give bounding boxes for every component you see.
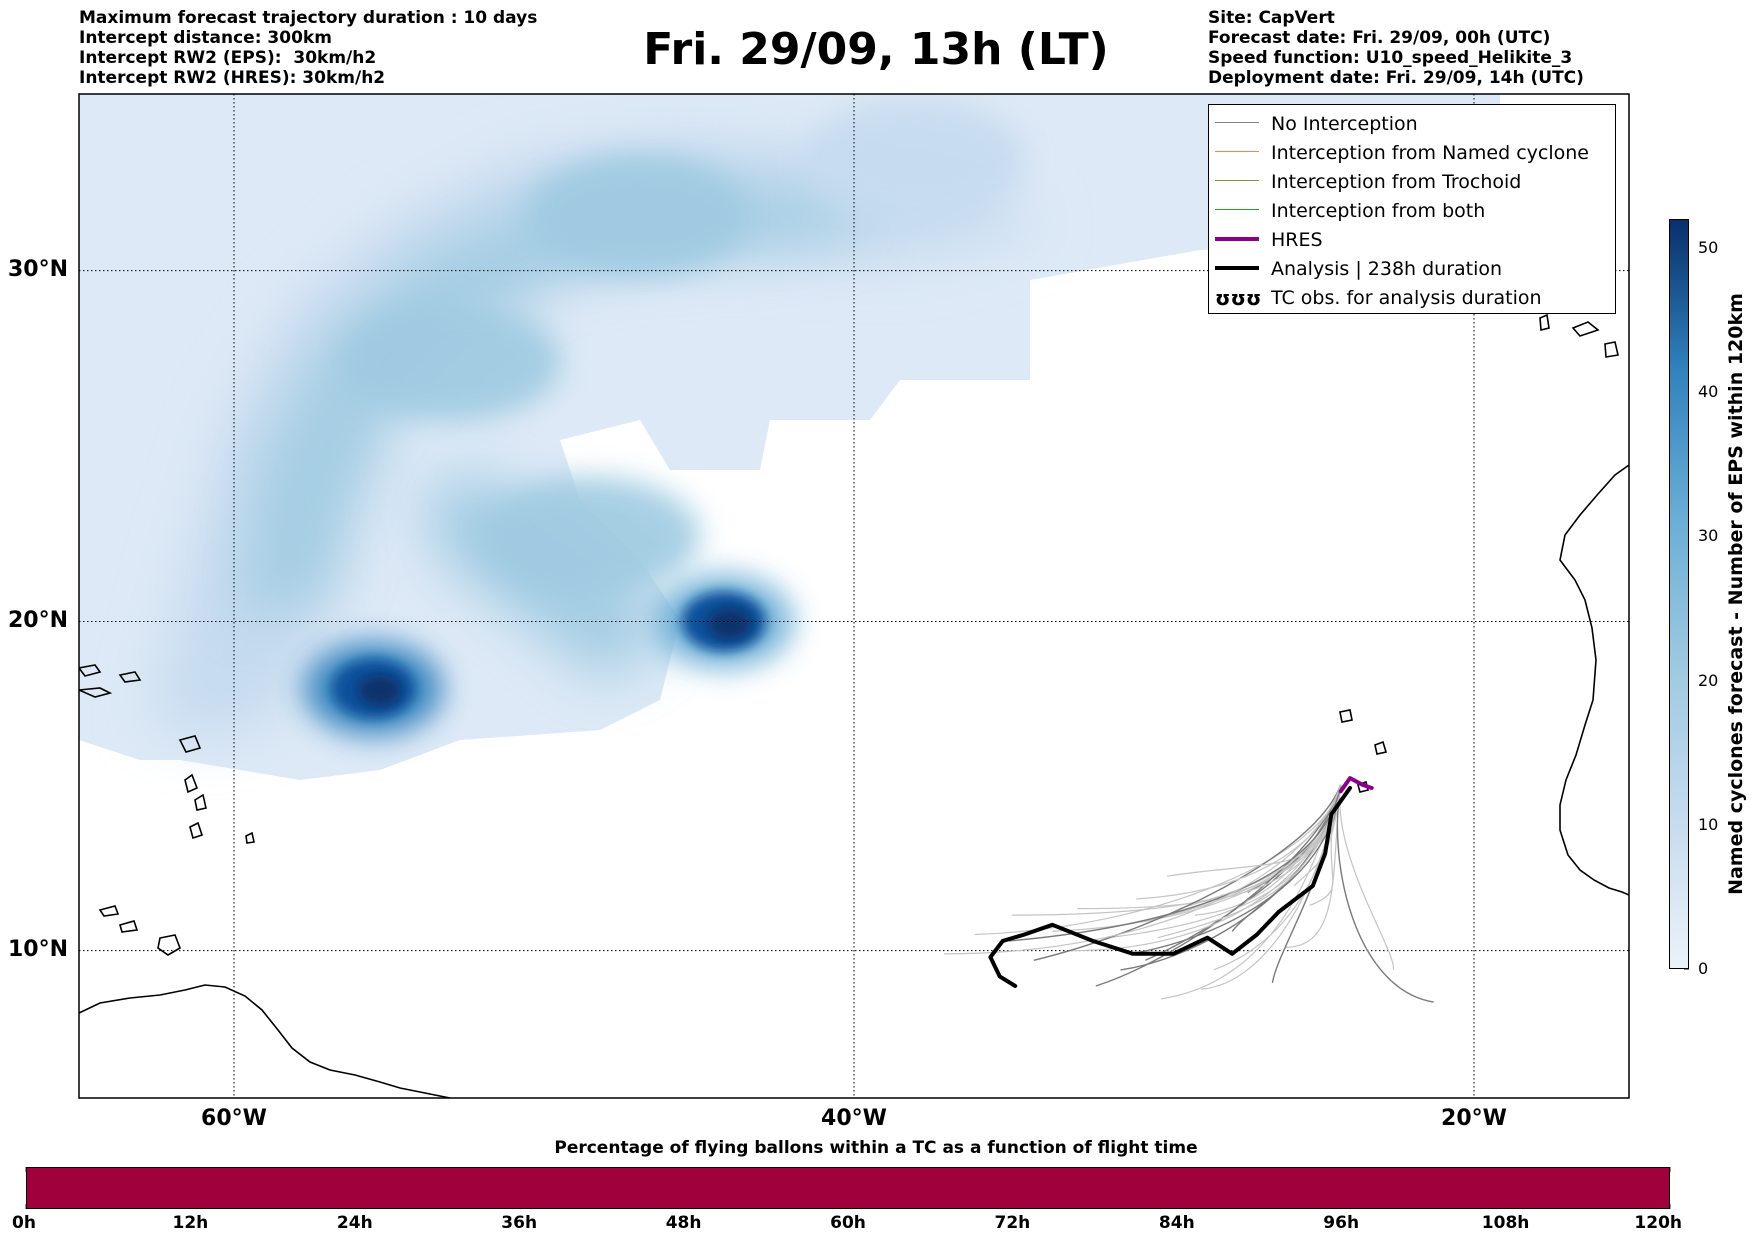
eps-trajectory [974,784,1342,936]
speed-function-text: Speed function: U10_speed_Helikite_3 [1208,48,1573,68]
eps-trajectory [1339,784,1395,971]
header-right-info: Site: CapVert Forecast date: Fri. 29/09,… [1208,8,1584,88]
legend-label: HRES [1271,229,1323,251]
timeline-tick-label: 96h [1323,1213,1360,1233]
legend-line-swatch [1215,209,1259,211]
colorbar-tick-label: 50 [1698,237,1719,257]
timeline-tick-label: 84h [1158,1213,1195,1233]
eps-trajectory [1012,784,1342,916]
lat-label: 20°N [8,607,69,633]
coastlines [79,313,1629,1098]
lesser-antilles-1 [184,773,199,794]
colorbar-label: Named cyclones forecast - Number of EPS … [1725,293,1747,895]
density-halo [341,301,561,422]
eps-trajectory [1008,784,1342,942]
timeline-tick-label: 24h [336,1213,373,1233]
legend-line-swatch [1215,237,1259,241]
eps-trajectory [1120,784,1342,971]
lesser-antilles-2 [194,793,207,811]
legend-label: Interception from Trochoid [1271,171,1522,193]
density-envelope-mid [150,140,1040,740]
intercept-distance-text: Intercept distance: 300km [79,28,332,48]
lesser-antilles-3 [178,735,202,753]
colorbar-tick-label: 0 [1698,959,1709,978]
south-america-coast [79,984,451,1098]
legend-label: Interception from both [1271,200,1486,222]
legend-item: ʊʊʊ TC obs. for analysis duration [1209,283,1615,312]
timeline-tick-label: 48h [665,1213,702,1233]
legend-label: TC obs. for analysis duration [1271,287,1542,309]
density-halo [806,98,1026,219]
legend-line-swatch [1215,180,1259,182]
trajectory-fan [943,784,1434,1003]
virgin-islands [79,664,142,683]
timeline-tick-label: 120h [1634,1213,1682,1233]
lon-label: 60°W [201,1106,267,1131]
lon-label: 40°W [821,1106,887,1131]
legend-item: Interception from Trochoid [1209,167,1615,196]
hres-track [1338,776,1374,794]
map-frame [78,93,1630,1099]
density-halo [527,155,747,276]
legend-line-swatch [1215,122,1259,124]
map-plot-area [79,94,1629,1098]
intercept-hres-text: Intercept RW2 (HRES): 30km/h2 [79,68,386,88]
density-peak [357,674,402,707]
colorbar-tick-label: 20 [1698,670,1719,690]
eps-trajectory [1077,784,1342,910]
timeline-tick-label: 72h [994,1213,1031,1233]
eps-trajectory [1033,784,1342,961]
trinidad-island [157,934,181,956]
africa-coast [1559,464,1629,896]
legend-line-swatch [1215,266,1259,270]
analysis-track [988,786,1352,988]
map-gridlines [79,94,1629,1098]
timeline-tick-label: 60h [830,1213,866,1233]
timeline-title: Percentage of flying ballons within a TC… [554,1138,1198,1158]
venezuela-islands [98,905,139,933]
map-title: Fri. 29/09, 13h (LT) [643,24,1109,75]
site-text: Site: CapVert [1208,8,1335,28]
puerto-rico-coast [79,687,113,698]
colorbar-tick-label: 40 [1698,382,1719,402]
density-band-upper [240,180,880,620]
density-colorbar [1669,219,1689,969]
density-peak [707,607,752,640]
canary-islands [1539,313,1619,358]
legend-item: HRES [1209,225,1615,254]
max-duration-text: Maximum forecast trajectory duration : 1… [79,8,538,28]
legend-label: No Interception [1271,113,1418,135]
legend-item: Interception from Named cyclone [1209,138,1615,167]
legend-item: Analysis | 238h duration [1209,254,1615,283]
map-legend: No Interception Interception from Named c… [1208,104,1616,314]
eps-trajectory [943,784,1342,955]
barbados-island [245,831,255,844]
eps-trajectory [1336,784,1434,1003]
timeline-tick-label: 108h [1481,1213,1530,1233]
density-halo [480,476,701,597]
intercept-eps-text: Intercept RW2 (EPS): 30km/h2 [79,48,377,68]
colorbar-tick-label: 30 [1698,526,1719,546]
forecast-date-text: Forecast date: Fri. 29/09, 00h (UTC) [1208,28,1551,48]
eps-trajectory [1145,784,1342,961]
colorbar-tick-label: 10 [1698,814,1719,834]
lon-label: 20°W [1441,1106,1507,1131]
tc-obs-symbol-icon: ʊʊʊ [1215,286,1262,310]
header-left-info: Maximum forecast trajectory duration : 1… [79,8,537,88]
timeline-tick-label: 0h [12,1213,36,1233]
timeline-tick-label: 12h [172,1213,209,1233]
legend-line-swatch [1215,151,1259,153]
legend-item: No Interception [1209,109,1615,138]
lat-label: 30°N [8,256,69,282]
timeline-percentage-bar [26,1167,1670,1209]
deployment-date-text: Deployment date: Fri. 29/09, 14h (UTC) [1208,68,1584,88]
timeline-tick-label: 36h [501,1213,538,1233]
lat-label: 10°N [8,936,69,962]
legend-label: Interception from Named cyclone [1271,142,1589,164]
legend-item: Interception from both [1209,196,1615,225]
legend-label: Analysis | 238h duration [1271,258,1503,280]
lesser-antilles-4 [189,821,204,840]
